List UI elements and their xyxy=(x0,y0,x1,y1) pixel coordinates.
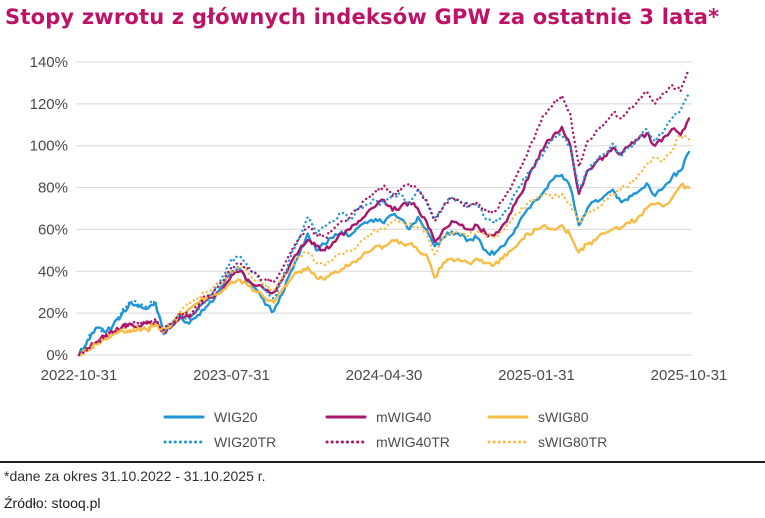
x-tick-label: 2022-10-31 xyxy=(41,367,118,384)
legend-label: WIG20 xyxy=(214,409,258,425)
legend-item-mWIG40: mWIG40 xyxy=(325,407,487,427)
legend-item-sWIG80TR: sWIG80TR xyxy=(487,432,649,452)
legend-item-WIG20TR: WIG20TR xyxy=(163,432,325,452)
chart-legend: WIG20 mWIG40 sWIG80 WIG20TR mWIG40TR sWIG80TR xyxy=(163,407,649,452)
y-tick-label: 100% xyxy=(30,138,68,155)
legend-swatch-dotted xyxy=(487,440,529,444)
y-tick-label: 60% xyxy=(38,221,68,238)
legend-swatch-solid xyxy=(487,415,529,419)
x-tick-label: 2025-01-31 xyxy=(498,367,575,384)
x-tick-label: 2024-04-30 xyxy=(346,367,423,384)
series-line-sWIG80 xyxy=(77,182,691,357)
legend-label: WIG20TR xyxy=(214,434,277,450)
footnote-divider xyxy=(0,461,765,463)
series-line-mWIG40TR xyxy=(77,69,691,357)
y-tick-label: 120% xyxy=(30,96,68,113)
legend-label: sWIG80TR xyxy=(538,434,608,450)
y-tick-label: 80% xyxy=(38,180,68,197)
legend-label: sWIG80 xyxy=(538,409,589,425)
series-line-WIG20TR xyxy=(77,90,691,357)
legend-label: mWIG40 xyxy=(376,409,432,425)
y-tick-label: 140% xyxy=(30,54,68,71)
source: Źródło: stooq.pl xyxy=(4,495,101,511)
footnote: *dane za okres 31.10.2022 - 31.10.2025 r… xyxy=(4,468,266,484)
legend-item-sWIG80: sWIG80 xyxy=(487,407,649,427)
chart-title: Stopy zwrotu z głównych indeksów GPW za … xyxy=(5,5,720,29)
y-tick-label: 20% xyxy=(38,305,68,322)
plot-area: 0% 20% 40% 60% 80% 100% 120% 140% 2022-10-31 2023… xyxy=(30,54,728,384)
legend-swatch-solid xyxy=(163,415,205,419)
legend-swatch-solid xyxy=(325,415,367,419)
x-tick-label: 2025-10-31 xyxy=(651,367,728,384)
y-tick-label: 40% xyxy=(38,263,68,280)
legend-item-WIG20: WIG20 xyxy=(163,407,325,427)
legend-item-mWIG40TR: mWIG40TR xyxy=(325,432,487,452)
series-line-sWIG80TR xyxy=(77,134,691,357)
legend-swatch-dotted xyxy=(163,440,205,444)
legend-swatch-dotted xyxy=(325,440,367,444)
y-tick-label: 0% xyxy=(46,347,68,364)
legend-label: mWIG40TR xyxy=(376,434,450,450)
x-tick-label: 2023-07-31 xyxy=(193,367,270,384)
